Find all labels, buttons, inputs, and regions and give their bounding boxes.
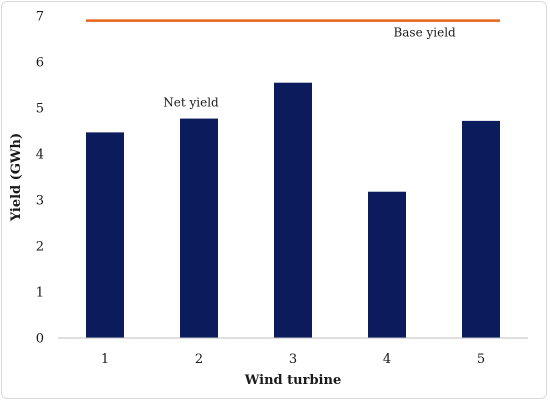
bar-turbine-3	[274, 82, 312, 338]
y-axis-title: Yield (GWh)	[9, 133, 24, 222]
bar-turbine-4	[368, 191, 406, 338]
bar-turbine-1	[86, 132, 124, 338]
x-axis-title: Wind turbine	[244, 373, 341, 388]
net-yield-label: Net yield	[163, 96, 219, 110]
x-tick-label: 2	[195, 352, 203, 367]
y-tick-label: 5	[36, 102, 44, 117]
bars	[86, 82, 500, 338]
bar-turbine-5	[462, 120, 500, 338]
y-tick-label: 4	[36, 148, 44, 163]
x-tick-label: 1	[101, 352, 109, 367]
y-tick-label: 2	[36, 240, 44, 255]
base-yield-label: Base yield	[393, 26, 456, 40]
x-tick-label: 5	[477, 352, 485, 367]
x-tick-label: 4	[383, 352, 391, 367]
bar-turbine-2	[180, 118, 218, 338]
y-tick-label: 6	[36, 56, 44, 71]
x-tick-label: 3	[289, 352, 297, 367]
y-tick-label: 1	[36, 286, 44, 301]
y-tick-label: 0	[36, 332, 44, 347]
y-axis-ticks: 0 1 2 3 4 5 6 7	[36, 10, 44, 347]
y-tick-label: 7	[36, 10, 44, 25]
y-tick-label: 3	[36, 194, 44, 209]
x-axis-ticks: 1 2 3 4 5	[101, 352, 485, 367]
